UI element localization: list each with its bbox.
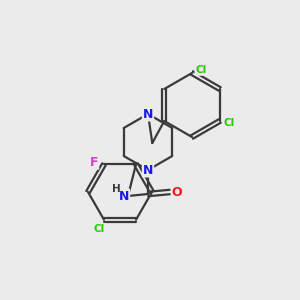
Text: H: H — [112, 184, 120, 194]
Text: N: N — [143, 164, 153, 176]
Text: F: F — [90, 156, 98, 169]
Text: Cl: Cl — [93, 224, 105, 234]
Text: N: N — [143, 107, 153, 121]
Text: Cl: Cl — [195, 65, 207, 75]
Text: Cl: Cl — [223, 118, 234, 128]
Text: N: N — [119, 190, 129, 202]
Text: O: O — [172, 185, 182, 199]
